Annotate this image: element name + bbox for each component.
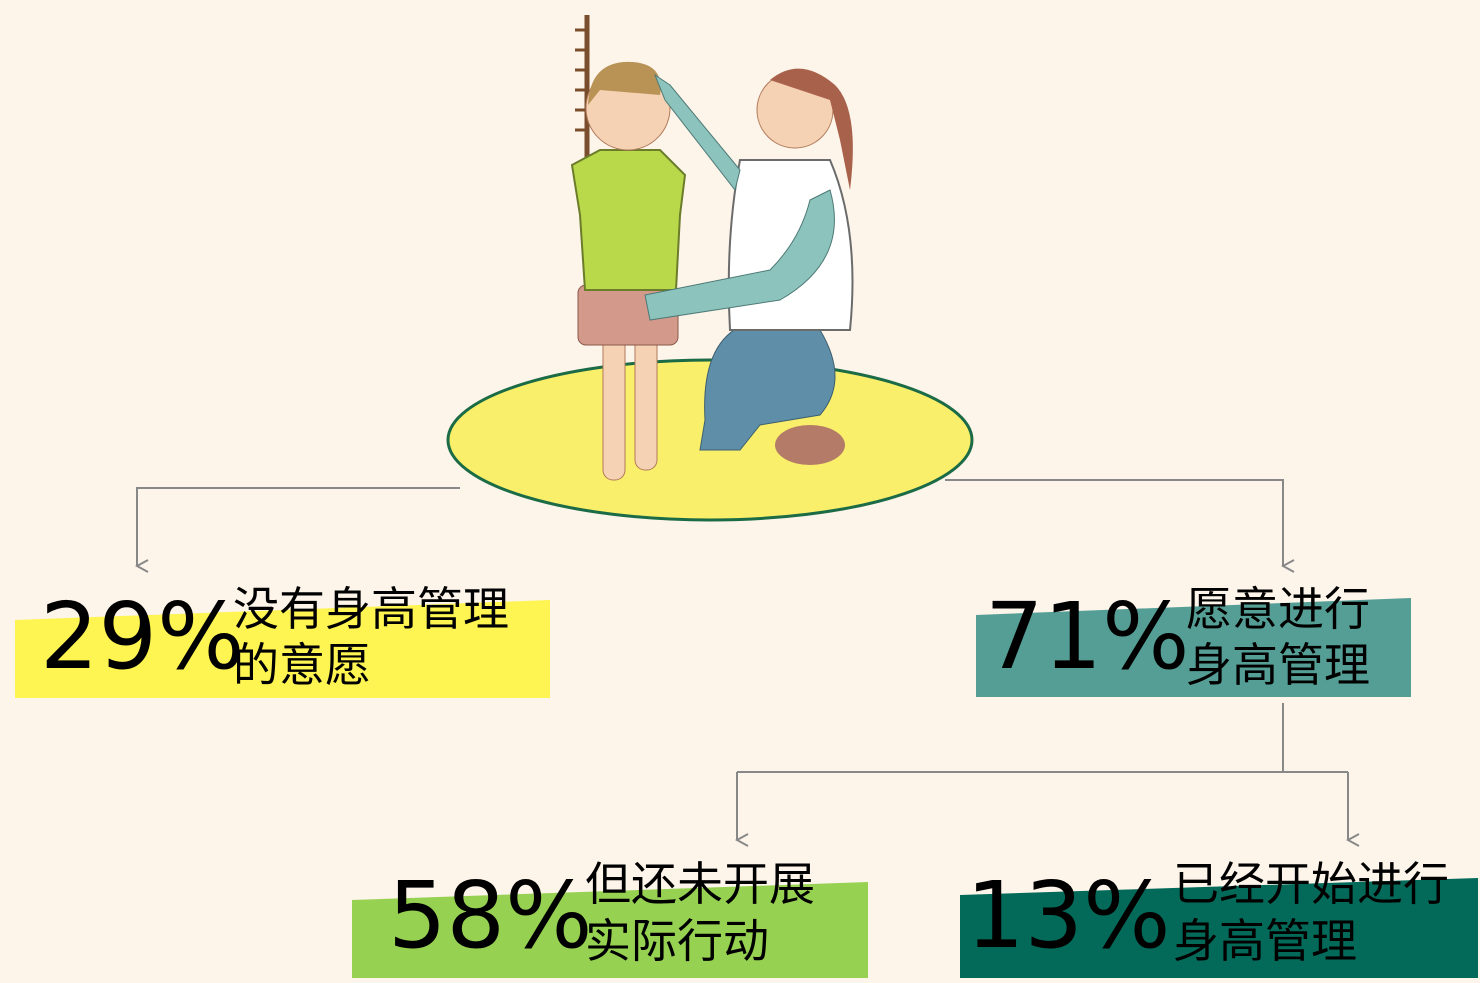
label: 已经开始进行	[1173, 857, 1449, 911]
percent: 29%	[40, 583, 244, 690]
infographic: 29% 没有身高管理 的意愿 71% 愿意进行 身高管理 58% 但还未开展 实…	[0, 0, 1480, 983]
percent: 71%	[985, 583, 1189, 690]
label: 身高管理	[1173, 914, 1357, 968]
label: 但还未开展	[585, 857, 815, 911]
percent: 58%	[388, 862, 592, 969]
label: 没有身高管理	[233, 582, 509, 636]
label: 愿意进行	[1186, 582, 1370, 636]
label: 实际行动	[585, 914, 769, 968]
label: 的意愿	[233, 638, 371, 692]
percent: 13%	[966, 862, 1170, 969]
label: 身高管理	[1186, 638, 1370, 692]
